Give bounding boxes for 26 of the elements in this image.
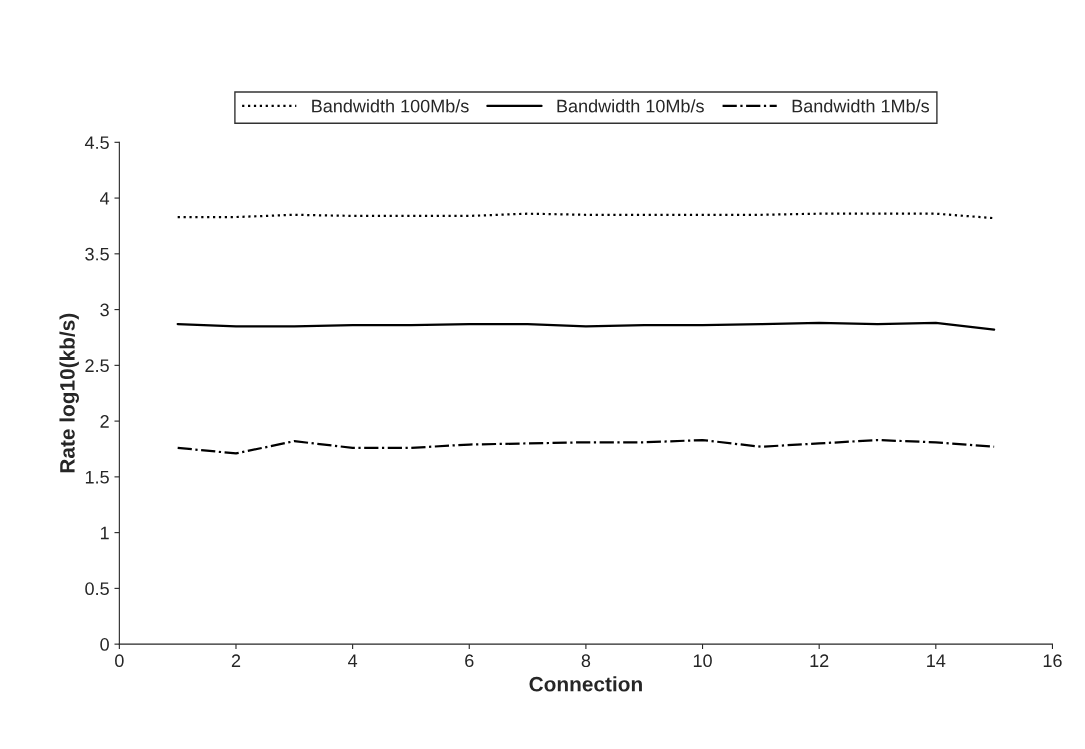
x-tick-label: 4 [348,654,358,667]
legend-label: Bandwidth 1Mb/s [792,99,930,113]
legend-label: Bandwidth 100Mb/s [312,99,469,113]
line-series [176,321,996,331]
x-tick-label: 12 [810,654,829,667]
y-tick-label: 1 [100,526,109,540]
y-tick-label: 2 [100,415,109,428]
y-tick-label: 2.5 [85,359,109,373]
y-tick-label: 1.5 [85,470,109,484]
y-tick-label: 3 [100,303,109,317]
x-tick-label: 0 [115,654,124,668]
y-tick-label: 4.5 [84,136,109,150]
y-axis-title: Rate log10(kb/s) [59,313,79,473]
x-tick-label: 8 [581,654,591,668]
x-tick-label: 10 [693,654,712,668]
x-tick-label: 2 [231,654,241,667]
x-axis-title: Connection [529,676,642,692]
y-tick-label: 0.5 [85,582,109,596]
line-series [176,438,996,455]
x-tick-label: 6 [465,654,474,668]
y-tick-label: 4 [100,192,110,205]
x-tick-label: 14 [927,654,946,667]
x-tick-label: 16 [1043,654,1062,668]
y-tick-label: 0 [100,638,109,651]
legend-label: Bandwidth 10Mb/s [557,99,704,113]
y-tick-label: 3.5 [85,247,109,261]
